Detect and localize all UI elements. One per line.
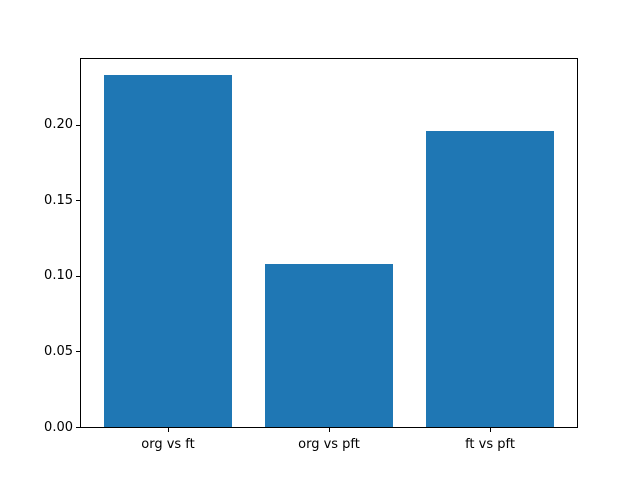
y-tick-mark [76, 427, 80, 428]
x-tick-mark [168, 428, 169, 432]
y-tick-mark [76, 275, 80, 277]
x-tick-label: org vs ft [141, 437, 195, 452]
y-tick-label: 0.00 [44, 419, 73, 435]
bar-org-vs-pft [264, 263, 394, 427]
bar-org-vs-ft [103, 74, 233, 427]
y-tick-label: 0.10 [44, 268, 73, 284]
x-tick-mark [490, 428, 491, 432]
y-tick-label: 0.20 [44, 117, 73, 133]
y-tick-label: 0.15 [44, 192, 73, 208]
bar-ft-vs-pft [425, 130, 555, 427]
x-tick-mark [329, 428, 330, 432]
y-tick-label: 0.05 [44, 343, 73, 359]
x-tick-label: ft vs pft [465, 437, 515, 452]
x-tick-label: org vs pft [298, 437, 360, 452]
y-tick-mark [76, 351, 80, 353]
plot-area: 0.00 0.05 0.10 0.15 0.20 org vs ft org vs pft f… [44, 58, 578, 452]
y-tick-mark [76, 124, 80, 126]
y-tick-mark [76, 200, 80, 202]
